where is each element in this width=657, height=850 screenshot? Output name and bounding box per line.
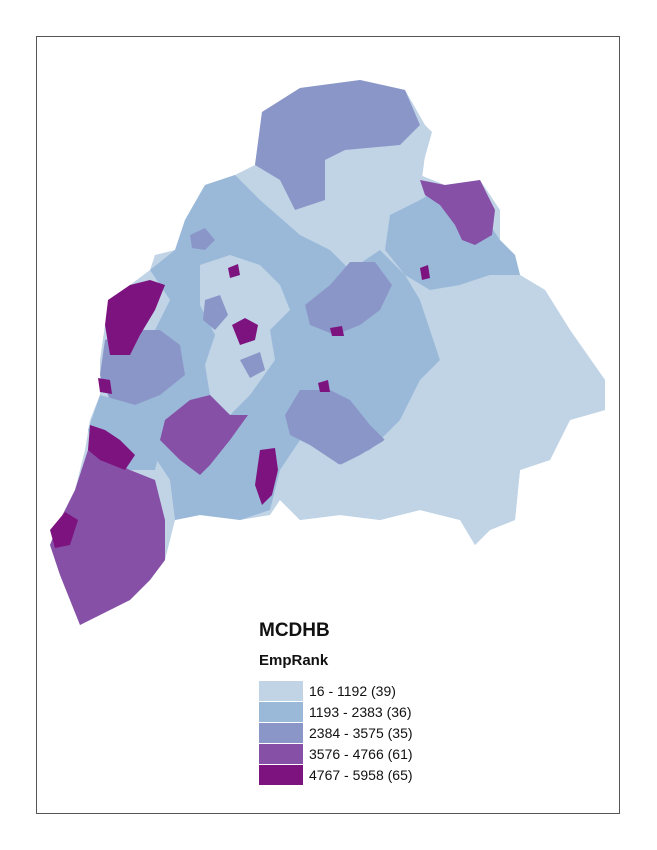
legend-label: 2384 - 3575 (35) bbox=[309, 725, 413, 741]
legend-row: 4767 - 5958 (65) bbox=[259, 765, 413, 785]
region-dark-spot-4 bbox=[420, 265, 430, 280]
legend-row: 3576 - 4766 (61) bbox=[259, 744, 413, 764]
region-dark-spot-6 bbox=[50, 512, 78, 548]
legend-swatch bbox=[259, 744, 303, 764]
region-dark-northwest bbox=[105, 280, 165, 355]
region-center-east-mid bbox=[305, 262, 392, 335]
legend-row: 16 - 1192 (39) bbox=[259, 681, 413, 701]
region-spot-2 bbox=[203, 295, 228, 330]
region-dark-spot-2 bbox=[330, 326, 344, 336]
region-purple-spot-1 bbox=[460, 210, 490, 240]
region-central-purple bbox=[160, 395, 248, 475]
region-dark-spot-3 bbox=[318, 380, 330, 392]
region-spot-1 bbox=[190, 228, 215, 250]
legend-field-name: EmpRank bbox=[259, 652, 329, 669]
legend: MCDHB EmpRank 16 - 1192 (39) 1193 - 2383… bbox=[259, 620, 413, 786]
legend-row: 1193 - 2383 (36) bbox=[259, 702, 413, 722]
legend-label: 1193 - 2383 (36) bbox=[309, 704, 412, 720]
region-dark-coast bbox=[88, 425, 135, 470]
region-east-mid bbox=[385, 185, 520, 290]
region-dark-spot-1 bbox=[228, 264, 240, 278]
legend-row: 2384 - 3575 (35) bbox=[259, 723, 413, 743]
legend-swatch bbox=[259, 702, 303, 722]
region-east-light bbox=[280, 275, 605, 545]
region-dark-south bbox=[255, 448, 278, 505]
region-dark-central bbox=[232, 318, 258, 345]
legend-label: 4767 - 5958 (65) bbox=[309, 767, 413, 783]
region-spot-3 bbox=[240, 352, 265, 378]
legend-label: 16 - 1192 (39) bbox=[309, 683, 396, 699]
legend-swatch bbox=[259, 723, 303, 743]
legend-label: 3576 - 4766 (61) bbox=[309, 746, 413, 762]
legend-swatch bbox=[259, 765, 303, 785]
region-southwest-purple bbox=[50, 450, 165, 625]
legend-swatch bbox=[259, 681, 303, 701]
region-north-light bbox=[235, 140, 425, 240]
legend-title: MCDHB bbox=[259, 620, 330, 641]
region-dark-spot-5 bbox=[98, 378, 112, 394]
region-north-mid bbox=[255, 80, 420, 210]
region-south-center-mid bbox=[285, 390, 385, 465]
